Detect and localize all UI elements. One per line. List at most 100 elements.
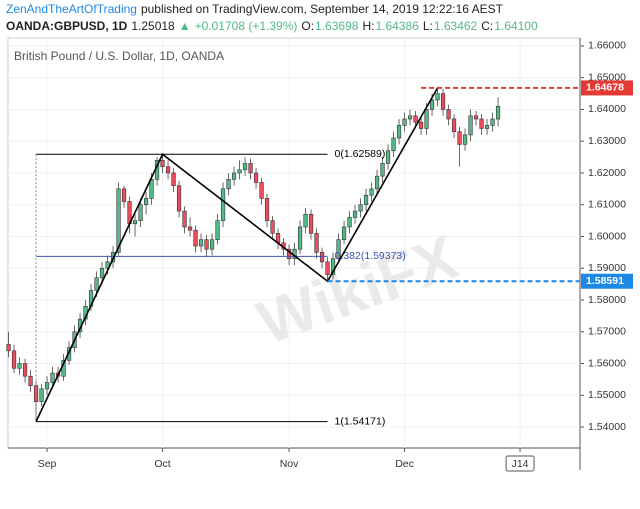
- header-c-label: C:: [481, 19, 493, 33]
- candle-body: [259, 182, 264, 199]
- candle-body: [446, 109, 451, 120]
- candle-body: [165, 166, 171, 174]
- candle-body: [369, 188, 374, 196]
- candle-body: [352, 210, 358, 218]
- candle-body: [28, 375, 33, 387]
- candle-body: [347, 217, 352, 228]
- header-symbol: OANDA:GBPUSD, 1D: [6, 19, 128, 33]
- candle-body: [319, 252, 325, 263]
- candle-body: [187, 226, 193, 231]
- candle-body: [413, 115, 418, 123]
- header-o: 1.63698: [315, 19, 359, 33]
- candle-body: [330, 258, 336, 275]
- candle-body: [308, 213, 314, 234]
- candle-body: [303, 213, 308, 228]
- header-arrow: ▲: [179, 19, 191, 33]
- y-tick-label: 1.56000: [588, 357, 626, 369]
- candle-body: [215, 220, 220, 240]
- candle-body: [160, 159, 165, 167]
- header-last: 1.25018: [131, 19, 175, 33]
- zigzag-line: [35, 87, 439, 422]
- candle-body: [380, 163, 385, 177]
- x-tick-label: J14: [512, 458, 529, 470]
- candle-body: [385, 150, 391, 164]
- candle-body: [182, 210, 187, 228]
- candle-body: [50, 372, 55, 383]
- candle-body: [39, 388, 44, 402]
- candle-body: [132, 220, 138, 225]
- y-tick-label: 1.59000: [588, 262, 626, 274]
- candle-body: [424, 109, 429, 129]
- header-l: 1.63462: [434, 19, 478, 33]
- candle-body: [435, 93, 440, 101]
- candle-body: [248, 163, 253, 174]
- candle-body: [341, 226, 347, 240]
- candle-body: [193, 229, 198, 247]
- candle-body: [264, 198, 270, 221]
- candle-body: [484, 125, 490, 129]
- chart-title: British Pound / U.S. Dollar, 1D, OANDA: [14, 49, 224, 63]
- candle-body: [358, 204, 363, 212]
- candle-body: [226, 179, 231, 190]
- candle-body: [479, 118, 484, 129]
- y-tick-label: 1.57000: [588, 326, 626, 338]
- candle-body: [138, 204, 143, 221]
- candle-body: [462, 134, 468, 145]
- y-tick-label: 1.54000: [588, 421, 626, 433]
- x-tick-box: [505, 455, 535, 472]
- candle-body: [468, 115, 473, 136]
- fib-label: 0(1.62589): [335, 148, 386, 160]
- x-tick-label: Nov: [280, 458, 299, 470]
- candle-body: [363, 194, 369, 206]
- candle-body: [418, 121, 424, 129]
- y-tick-label: 1.60000: [588, 230, 626, 242]
- fib-label: 0.382(1.59373): [335, 250, 406, 262]
- candle-body: [149, 179, 154, 199]
- candle-body: [176, 185, 182, 212]
- symbol-line: OANDA:GBPUSD, 1D 1.25018 ▲ +0.01708 (+1.39%…: [6, 19, 538, 33]
- candle-body: [33, 385, 39, 402]
- candle-body: [490, 118, 495, 126]
- candle-body: [204, 239, 209, 250]
- candle-body: [270, 220, 275, 234]
- y-tick-label: 1.63000: [588, 135, 626, 147]
- y-tick-label: 1.58000: [588, 294, 626, 306]
- candle-body: [143, 198, 149, 206]
- candle-body: [6, 344, 11, 352]
- candle-body: [44, 382, 50, 390]
- candle-body: [314, 233, 319, 253]
- candle-body: [209, 239, 215, 250]
- header-change: +0.01708 (+1.39%): [195, 19, 298, 33]
- candle-body: [374, 175, 380, 190]
- candle-body: [391, 137, 396, 152]
- candle-body: [440, 93, 446, 110]
- price-tag-label: 1.58591: [586, 275, 624, 287]
- candle-body: [121, 188, 127, 202]
- candle-body: [325, 261, 330, 275]
- candle-body: [22, 363, 28, 377]
- candle-body: [198, 239, 204, 247]
- price-tag: [581, 273, 633, 289]
- candle-body: [94, 277, 99, 291]
- candle-body: [17, 363, 22, 369]
- candle-body: [220, 188, 226, 221]
- candle-body: [402, 118, 407, 126]
- candle-body: [473, 115, 479, 120]
- header-c: 1.64100: [494, 19, 538, 33]
- candle-body: [242, 163, 248, 171]
- candle-body: [171, 172, 176, 186]
- candle-body: [237, 169, 242, 174]
- y-tick-label: 1.62000: [588, 167, 626, 179]
- candle-body: [297, 226, 303, 250]
- y-tick-label: 1.64000: [588, 103, 626, 115]
- candle-body: [231, 172, 237, 180]
- candle-body: [336, 239, 341, 260]
- y-tick-label: 1.61000: [588, 199, 626, 211]
- price-tag-label: 1.64678: [586, 82, 624, 94]
- candle-body: [99, 267, 105, 279]
- y-tick-label: 1.55000: [588, 389, 626, 401]
- author[interactable]: ZenAndTheArtOfTrading: [6, 2, 137, 16]
- candle-body: [457, 131, 462, 145]
- price-tag: [581, 80, 633, 96]
